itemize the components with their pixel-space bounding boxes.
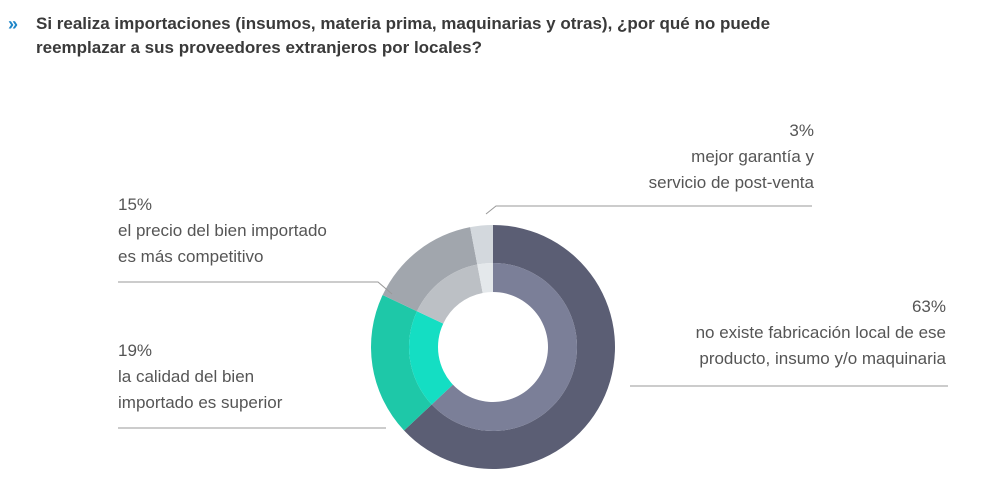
slice-label-15pct: 15% el precio del bien importado es más … bbox=[118, 192, 327, 270]
donut-slice-15pct-inner bbox=[416, 264, 483, 324]
slice-label-3pct-value: 3% bbox=[789, 121, 814, 140]
slice-label-19pct-value: 19% bbox=[118, 341, 153, 360]
donut-slice-3pct-inner bbox=[477, 263, 493, 293]
double-chevron-icon: » bbox=[8, 14, 19, 34]
donut-slices bbox=[371, 225, 615, 469]
donut-slice-15pct-outer bbox=[382, 227, 478, 312]
slice-label-15pct-text-1: el precio del bien importado bbox=[118, 221, 327, 240]
donut-slice-63pct-inner bbox=[431, 263, 577, 431]
question-line-1: Si realiza importaciones (insumos, mater… bbox=[36, 14, 771, 33]
donut-slice-3pct-outer bbox=[470, 225, 493, 265]
leader-line-15pct bbox=[118, 281, 393, 295]
slice-label-3pct-text-2: servicio de post-venta bbox=[648, 173, 814, 192]
slice-label-19pct: 19% la calidad del bien importado es sup… bbox=[118, 338, 282, 416]
slice-label-15pct-value: 15% bbox=[118, 195, 153, 214]
slice-label-63pct-value: 63% bbox=[911, 297, 946, 316]
question-title: Si realiza importaciones (insumos, mater… bbox=[36, 12, 936, 60]
leader-line-3pct bbox=[485, 205, 812, 215]
slice-label-15pct-text-2: es más competitivo bbox=[118, 247, 264, 266]
donut-slice-19pct-outer bbox=[371, 295, 432, 431]
donut-slice-63pct-outer bbox=[404, 225, 615, 469]
slice-label-19pct-text-2: importado es superior bbox=[118, 393, 283, 412]
slice-label-3pct: 3% mejor garantía y servicio de post-ven… bbox=[649, 118, 814, 196]
slice-label-63pct: 63% no existe fabricación local de ese p… bbox=[696, 294, 946, 372]
question-line-2: reemplazar a sus proveedores extranjeros… bbox=[36, 38, 482, 57]
slice-label-19pct-text-1: la calidad del bien bbox=[118, 367, 255, 386]
leader-lines bbox=[118, 205, 948, 429]
donut-slice-19pct-inner bbox=[409, 311, 453, 405]
slice-label-3pct-text-1: mejor garantía y bbox=[691, 147, 814, 166]
slice-label-63pct-text-1: no existe fabricación local de ese bbox=[695, 323, 946, 342]
slice-label-63pct-text-2: producto, insumo y/o maquinaria bbox=[699, 349, 946, 368]
